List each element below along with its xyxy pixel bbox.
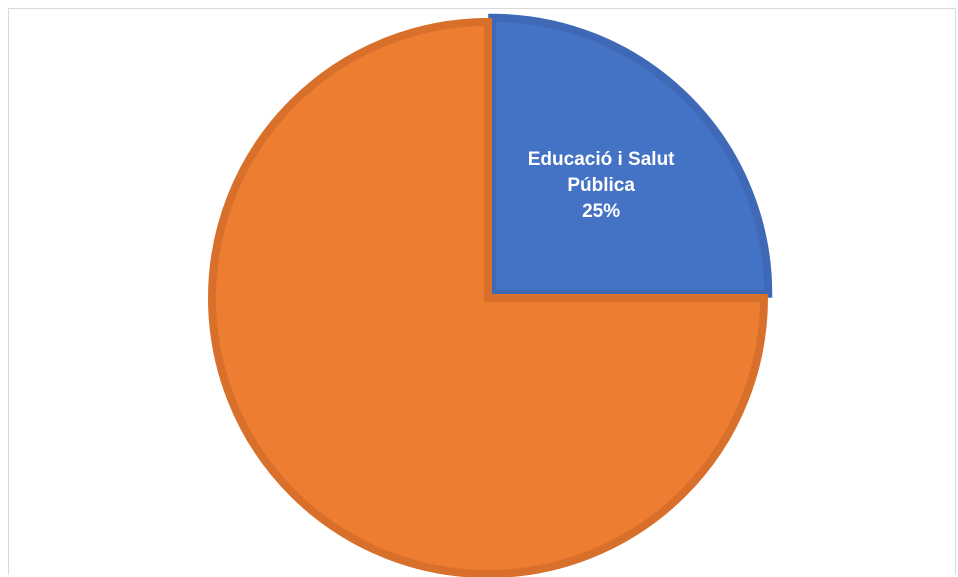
slice-category-label: Educació i Salut xyxy=(528,149,675,170)
pie-slice xyxy=(488,13,773,298)
pie-slices xyxy=(208,13,773,577)
slice-value-label: 25% xyxy=(582,201,620,222)
pie-slice xyxy=(208,17,769,577)
pie-labels: Educació i Salut Pública 25% xyxy=(528,149,675,222)
slice-category-label: Pública xyxy=(567,175,635,196)
chart-frame xyxy=(8,8,956,575)
